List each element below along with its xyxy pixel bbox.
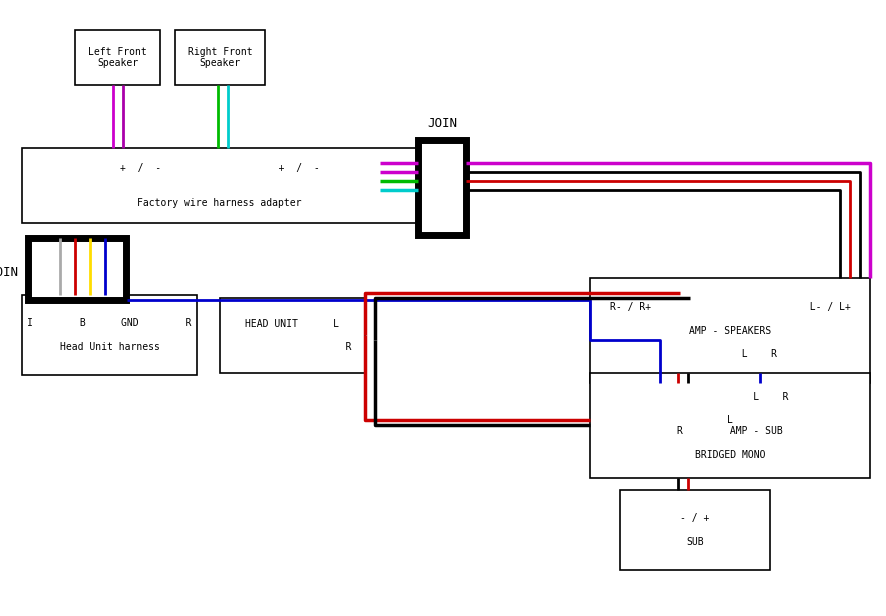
Bar xyxy=(75,30,159,85)
Bar xyxy=(619,490,769,570)
Text: JOIN: JOIN xyxy=(0,265,18,278)
Bar xyxy=(220,298,364,373)
Text: Right Front
Speaker: Right Front Speaker xyxy=(188,47,252,68)
Text: HEAD UNIT      L

                   R: HEAD UNIT L R xyxy=(234,319,351,352)
Bar xyxy=(175,30,265,85)
Text: +  /  -                    +  /  -


Factory wire harness adapter: + / - + / - Factory wire harness adapter xyxy=(120,163,319,208)
Text: R- / R+                           L- / L+

AMP - SPEAKERS

          L    R: R- / R+ L- / L+ AMP - SPEAKERS L R xyxy=(609,302,850,359)
Text: - / +

SUB: - / + SUB xyxy=(680,513,709,546)
Text: I        B      GND        R

Head Unit harness: I B GND R Head Unit harness xyxy=(27,318,191,352)
Text: JOIN: JOIN xyxy=(426,117,456,130)
Text: L    R

L
R        AMP - SUB

BRIDGED MONO: L R L R AMP - SUB BRIDGED MONO xyxy=(671,392,788,460)
Bar xyxy=(28,238,126,300)
Bar xyxy=(22,295,197,375)
Text: Left Front
Speaker: Left Front Speaker xyxy=(88,47,147,68)
Bar xyxy=(417,140,465,235)
Bar xyxy=(589,373,869,478)
Bar xyxy=(589,278,869,383)
Bar xyxy=(22,148,416,223)
